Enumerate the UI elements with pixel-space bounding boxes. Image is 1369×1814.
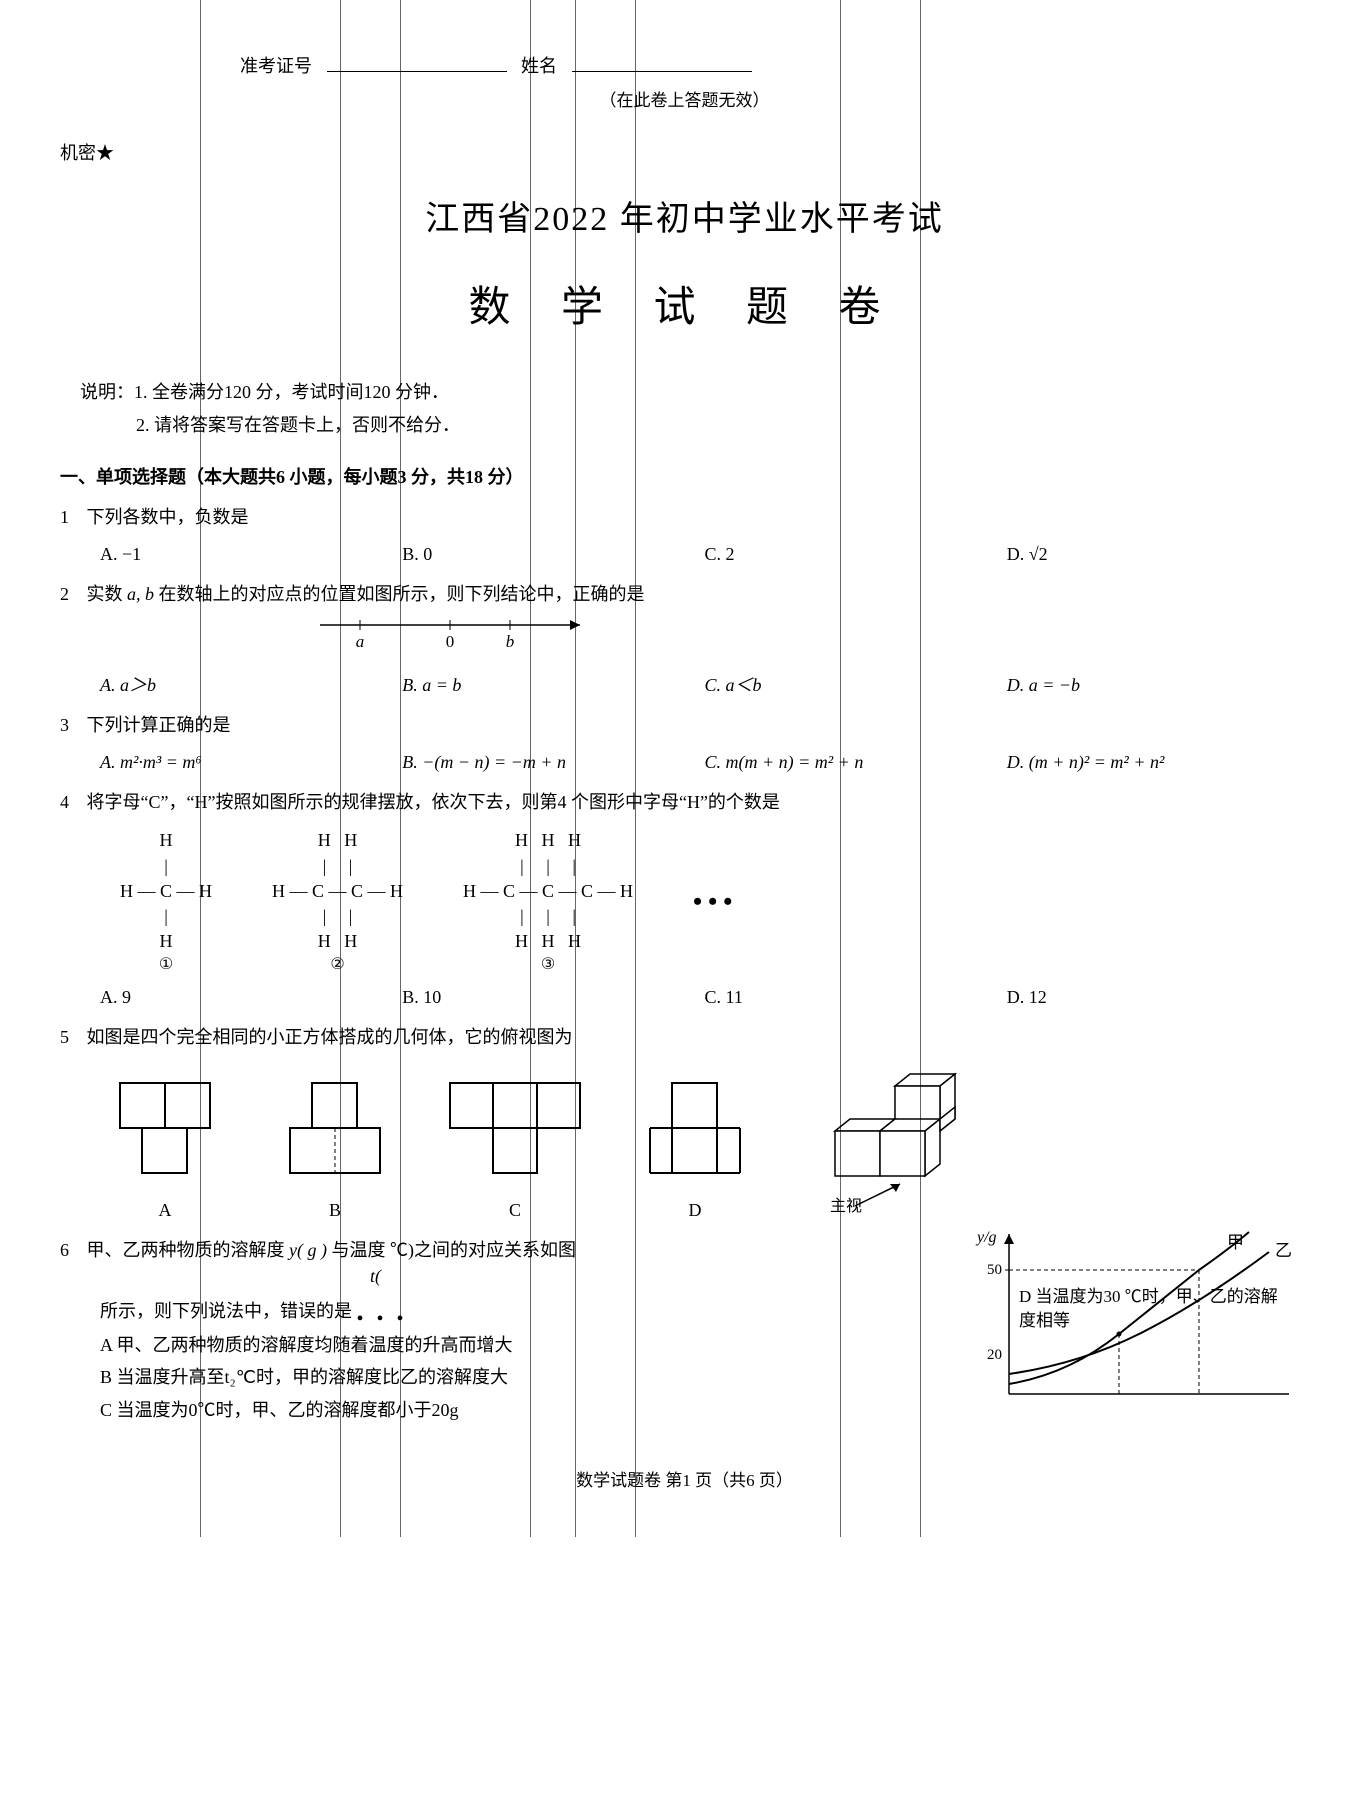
svg-text:D 当温度为30 ℃时，甲、乙的溶解: D 当温度为30 ℃时，甲、乙的溶解 [1019, 1287, 1278, 1306]
pattern-1: H|H — C — H|H ① [120, 828, 212, 976]
pattern-label: ① [120, 954, 212, 976]
name-label: 姓名 [521, 56, 557, 76]
option-d: D. √2 [1007, 538, 1309, 570]
question-5: 5 如图是四个完全相同的小正方体搭成的几何体，它的俯视图为 A B [60, 1021, 1309, 1226]
page-footer: 数学试题卷 第1 页（共6 页） [60, 1466, 1309, 1497]
sub-title: 数 学 试 题 卷 [60, 271, 1309, 347]
option-b: B. a = b [402, 669, 704, 701]
options: A. a＞b B. a = b C. a＜b D. a = −b [100, 669, 1309, 701]
t-label: t( [370, 1260, 740, 1292]
q-number: 3 [60, 709, 82, 741]
option-c: C. 11 [705, 981, 1007, 1013]
options: A. 9 B. 10 C. 11 D. 12 [100, 981, 1309, 1013]
question-6: 6 甲、乙两种物质的溶解度 y( g ) 与温度 ℃)之间的对应关系如图 t( … [60, 1234, 1309, 1426]
svg-text:b: b [506, 632, 515, 651]
pattern-label: ② [272, 954, 403, 976]
name-blank [572, 50, 752, 72]
svg-text:乙: 乙 [1275, 1241, 1292, 1260]
option-a: A. a＞b [100, 669, 402, 701]
ellipsis: ••• [693, 879, 738, 926]
pattern-label: ③ [463, 954, 633, 976]
option-c: C. a＜b [705, 669, 1007, 701]
q-number: 1 [60, 501, 82, 533]
pattern-3: H H H| | |H — C — C — C — H| | |H H H ③ [463, 828, 633, 976]
option-c: C. m(m + n) = m² + n [705, 746, 1007, 778]
view-dir-label: 主视 [830, 1197, 862, 1215]
invalid-note: （在此卷上答题无效） [60, 86, 1309, 117]
question-3: 3 下列计算正确的是 A. m²·m³ = m⁶ B. −(m − n) = −… [60, 709, 1309, 778]
exam-id-label: 准考证号 [240, 56, 312, 76]
options: A. m²·m³ = m⁶ B. −(m − n) = −m + n C. m(… [100, 746, 1309, 778]
q-number: 6 [60, 1234, 82, 1266]
q-stem-math: a, b [127, 584, 154, 604]
q-stem: 下列计算正确的是 [87, 715, 231, 735]
secret-label: 机密★ [60, 137, 1309, 169]
q-stem-part: 甲、乙两种物质的溶解度 [87, 1240, 285, 1260]
q-number: 5 [60, 1021, 82, 1053]
shape-options: A B C [100, 1066, 1309, 1226]
q-stem: 将字母“C”，“H”按照如图所示的规律摆放，依次下去，则第4 个图形中字母“H”… [87, 792, 780, 812]
instructions: 说明：1. 全卷满分120 分，考试时间120 分钟． 2. 请将答案写在答题卡… [60, 376, 1309, 441]
question-4: 4 将字母“C”，“H”按照如图所示的规律摆放，依次下去，则第4 个图形中字母“… [60, 786, 1309, 1013]
svg-text:度相等: 度相等 [1019, 1311, 1070, 1330]
pattern-2: H H| |H — C — C — H| |H H ② [272, 828, 403, 976]
instruction-line: 2. 请将答案写在答题卡上，否则不给分． [80, 409, 1309, 441]
solid-figure: 主视 [800, 1066, 990, 1226]
option-b: B. 10 [402, 981, 704, 1013]
option-a: A. m²·m³ = m⁶ [100, 746, 402, 778]
options: A. −1 B. 0 C. 2 D. √2 [100, 538, 1309, 570]
question-1: 1 下列各数中，负数是 A. −1 B. 0 C. 2 D. √2 [60, 501, 1309, 570]
svg-text:a: a [356, 632, 365, 651]
shape-label: B [270, 1194, 400, 1226]
shape-b: B [270, 1073, 400, 1226]
option-b: B. 0 [402, 538, 704, 570]
q-stem-part: 所示，则下列说法中，错误的是 • • • [100, 1293, 740, 1329]
q-stem-part: 实数 [87, 584, 123, 604]
option-a: A. 9 [100, 981, 402, 1013]
section-head: 一、单项选择题（本大题共6 小题，每小题3 分，共18 分） [60, 461, 1309, 493]
option-d: D. a = −b [1007, 669, 1309, 701]
option-b: B. −(m − n) = −m + n [402, 746, 704, 778]
shape-d: D [630, 1073, 760, 1226]
svg-text:0: 0 [446, 632, 455, 651]
q-stem-part: ℃)之间的对应关系如图 [390, 1240, 576, 1260]
q-stem: 下列各数中，负数是 [87, 507, 249, 527]
shape-c: C [440, 1073, 590, 1226]
question-2: 2 实数 a, b 在数轴上的对应点的位置如图所示，则下列结论中，正确的是 a … [60, 578, 1309, 701]
shape-label: C [440, 1194, 590, 1226]
option-a: A 甲、乙两种物质的溶解度均随着温度的升高而增大 [100, 1329, 740, 1361]
option-c: C 当温度为0℃时，甲、乙的溶解度都小于20g [100, 1394, 740, 1426]
option-b: B 当温度升高至t₂℃时，甲的溶解度比乙的溶解度大 [100, 1361, 740, 1393]
solubility-graph: y/g 50 20 甲 乙 D 当温度为30 ℃时，甲、乙的溶解 度相等 [969, 1224, 1309, 1434]
shape-label: D [630, 1194, 760, 1226]
svg-text:50: 50 [987, 1262, 1002, 1278]
q-number: 4 [60, 786, 82, 818]
pattern-figures: H|H — C — H|H ① H H| |H — C — C — H| |H … [120, 828, 1309, 976]
q-stem-part: 在数轴上的对应点的位置如图所示，则下列结论中，正确的是 [159, 584, 645, 604]
svg-text:甲: 甲 [1227, 1233, 1244, 1252]
option-d: D. 12 [1007, 981, 1309, 1013]
shape-label: A [100, 1194, 230, 1226]
q-stem-math: y( g ) [289, 1240, 327, 1260]
q6-text: 6 甲、乙两种物质的溶解度 y( g ) 与温度 ℃)之间的对应关系如图 t( … [60, 1234, 740, 1426]
q-number: 2 [60, 578, 82, 610]
svg-text:20: 20 [987, 1347, 1002, 1363]
svg-text:y/g: y/g [975, 1229, 997, 1246]
shape-a: A [100, 1073, 230, 1226]
main-title: 江西省2022 年初中学业水平考试 [60, 189, 1309, 250]
number-line: a 0 b [320, 611, 1309, 665]
q-stem-part: 与温度 [331, 1240, 385, 1260]
q-stem: 如图是四个完全相同的小正方体搭成的几何体，它的俯视图为 [87, 1027, 573, 1047]
exam-id-blank [327, 50, 507, 72]
option-d: D. (m + n)² = m² + n² [1007, 746, 1309, 778]
option-c: C. 2 [705, 538, 1007, 570]
instruction-line: 说明：1. 全卷满分120 分，考试时间120 分钟． [80, 376, 1309, 408]
option-a: A. −1 [100, 538, 402, 570]
